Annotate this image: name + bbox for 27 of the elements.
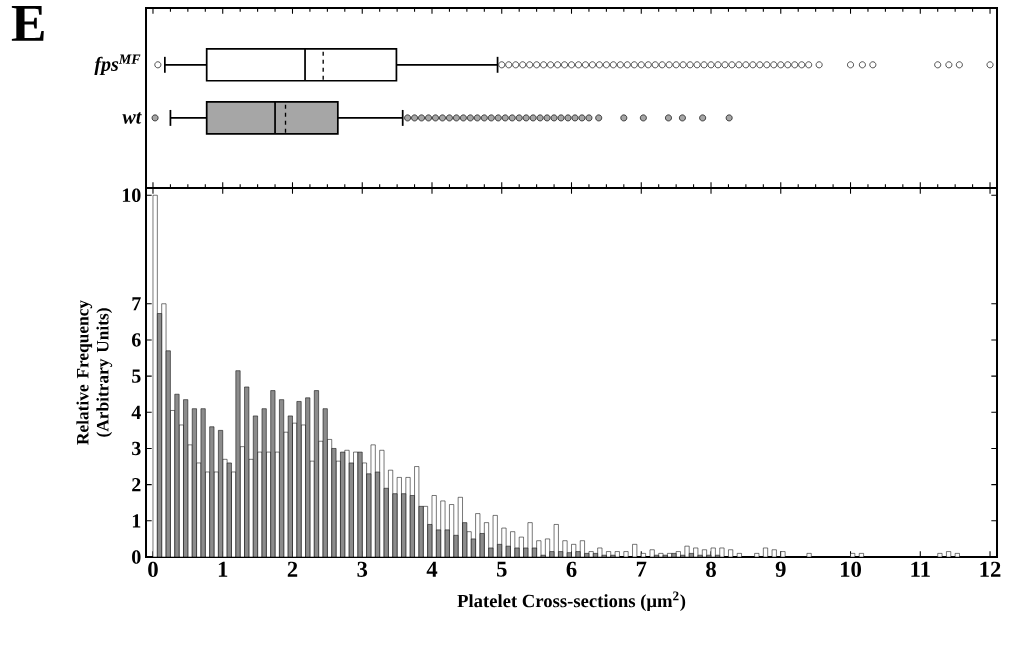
x-tick-label: 12 [980, 561, 1001, 577]
y-tick-label: wt [122, 112, 142, 124]
x-tick-label: 11 [911, 561, 930, 577]
x-tick-label: 2 [287, 561, 298, 577]
x-tick-label: 10 [841, 561, 861, 578]
y-tick-label: 6 [131, 333, 141, 347]
y-tick-label: 4 [131, 405, 141, 419]
x-tick-label: 1 [218, 561, 228, 577]
x-tick-label: 8 [706, 561, 716, 578]
x-tick-label: 0 [148, 561, 158, 578]
x-axis-title: Platelet Cross-sections (μm$^{2}$) [457, 591, 686, 612]
x-tick-label: 5 [496, 561, 507, 577]
y-tick-label: 1 [132, 514, 141, 528]
y-axis-title: Relative Frequency (Arbitrary Units) [76, 300, 113, 445]
x-tick-label: 7 [636, 561, 647, 577]
y-tick-label: 3 [132, 441, 141, 456]
x-tick-label: 6 [566, 561, 577, 577]
x-tick-label: 3 [357, 561, 368, 577]
y-tick-label: 5 [132, 369, 141, 383]
y-tick-label: 7 [132, 297, 141, 311]
y-tick-label: 0 [132, 550, 141, 564]
y-tick-label: fps$^{MF}$ [94, 54, 141, 76]
x-tick-label: 4 [426, 561, 438, 577]
y-tick-label: 10 [122, 188, 141, 202]
x-tick-label: 9 [775, 561, 786, 577]
y-tick-label: 2 [132, 478, 141, 492]
chart-title: E [11, 5, 44, 41]
